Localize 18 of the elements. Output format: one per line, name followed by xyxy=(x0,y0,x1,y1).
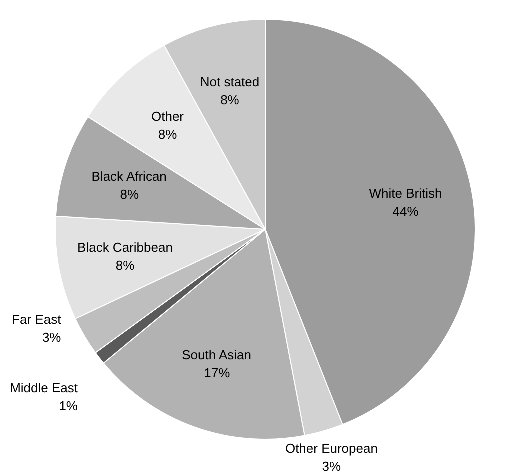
slice-label: Black African xyxy=(92,168,167,184)
data-label: 8% xyxy=(220,92,240,108)
slice-label: Middle East xyxy=(10,380,78,396)
slice-label: Other xyxy=(151,108,185,124)
data-label: 8% xyxy=(116,258,136,273)
data-label: 3% xyxy=(42,330,62,345)
data-label: 8% xyxy=(158,126,178,142)
data-label: 44% xyxy=(392,204,420,220)
slice-label: Other European xyxy=(285,440,378,456)
data-label: 17% xyxy=(204,365,231,380)
slice-label: South Asian xyxy=(182,347,252,362)
data-label: 3% xyxy=(322,458,342,474)
slice-label: Black Caribbean xyxy=(78,240,173,255)
slice-label: Not stated xyxy=(200,74,260,90)
slice-label: White British xyxy=(369,186,442,202)
data-label: 8% xyxy=(120,186,140,202)
data-label: 1% xyxy=(59,398,78,414)
slice-label: Far East xyxy=(12,312,62,327)
